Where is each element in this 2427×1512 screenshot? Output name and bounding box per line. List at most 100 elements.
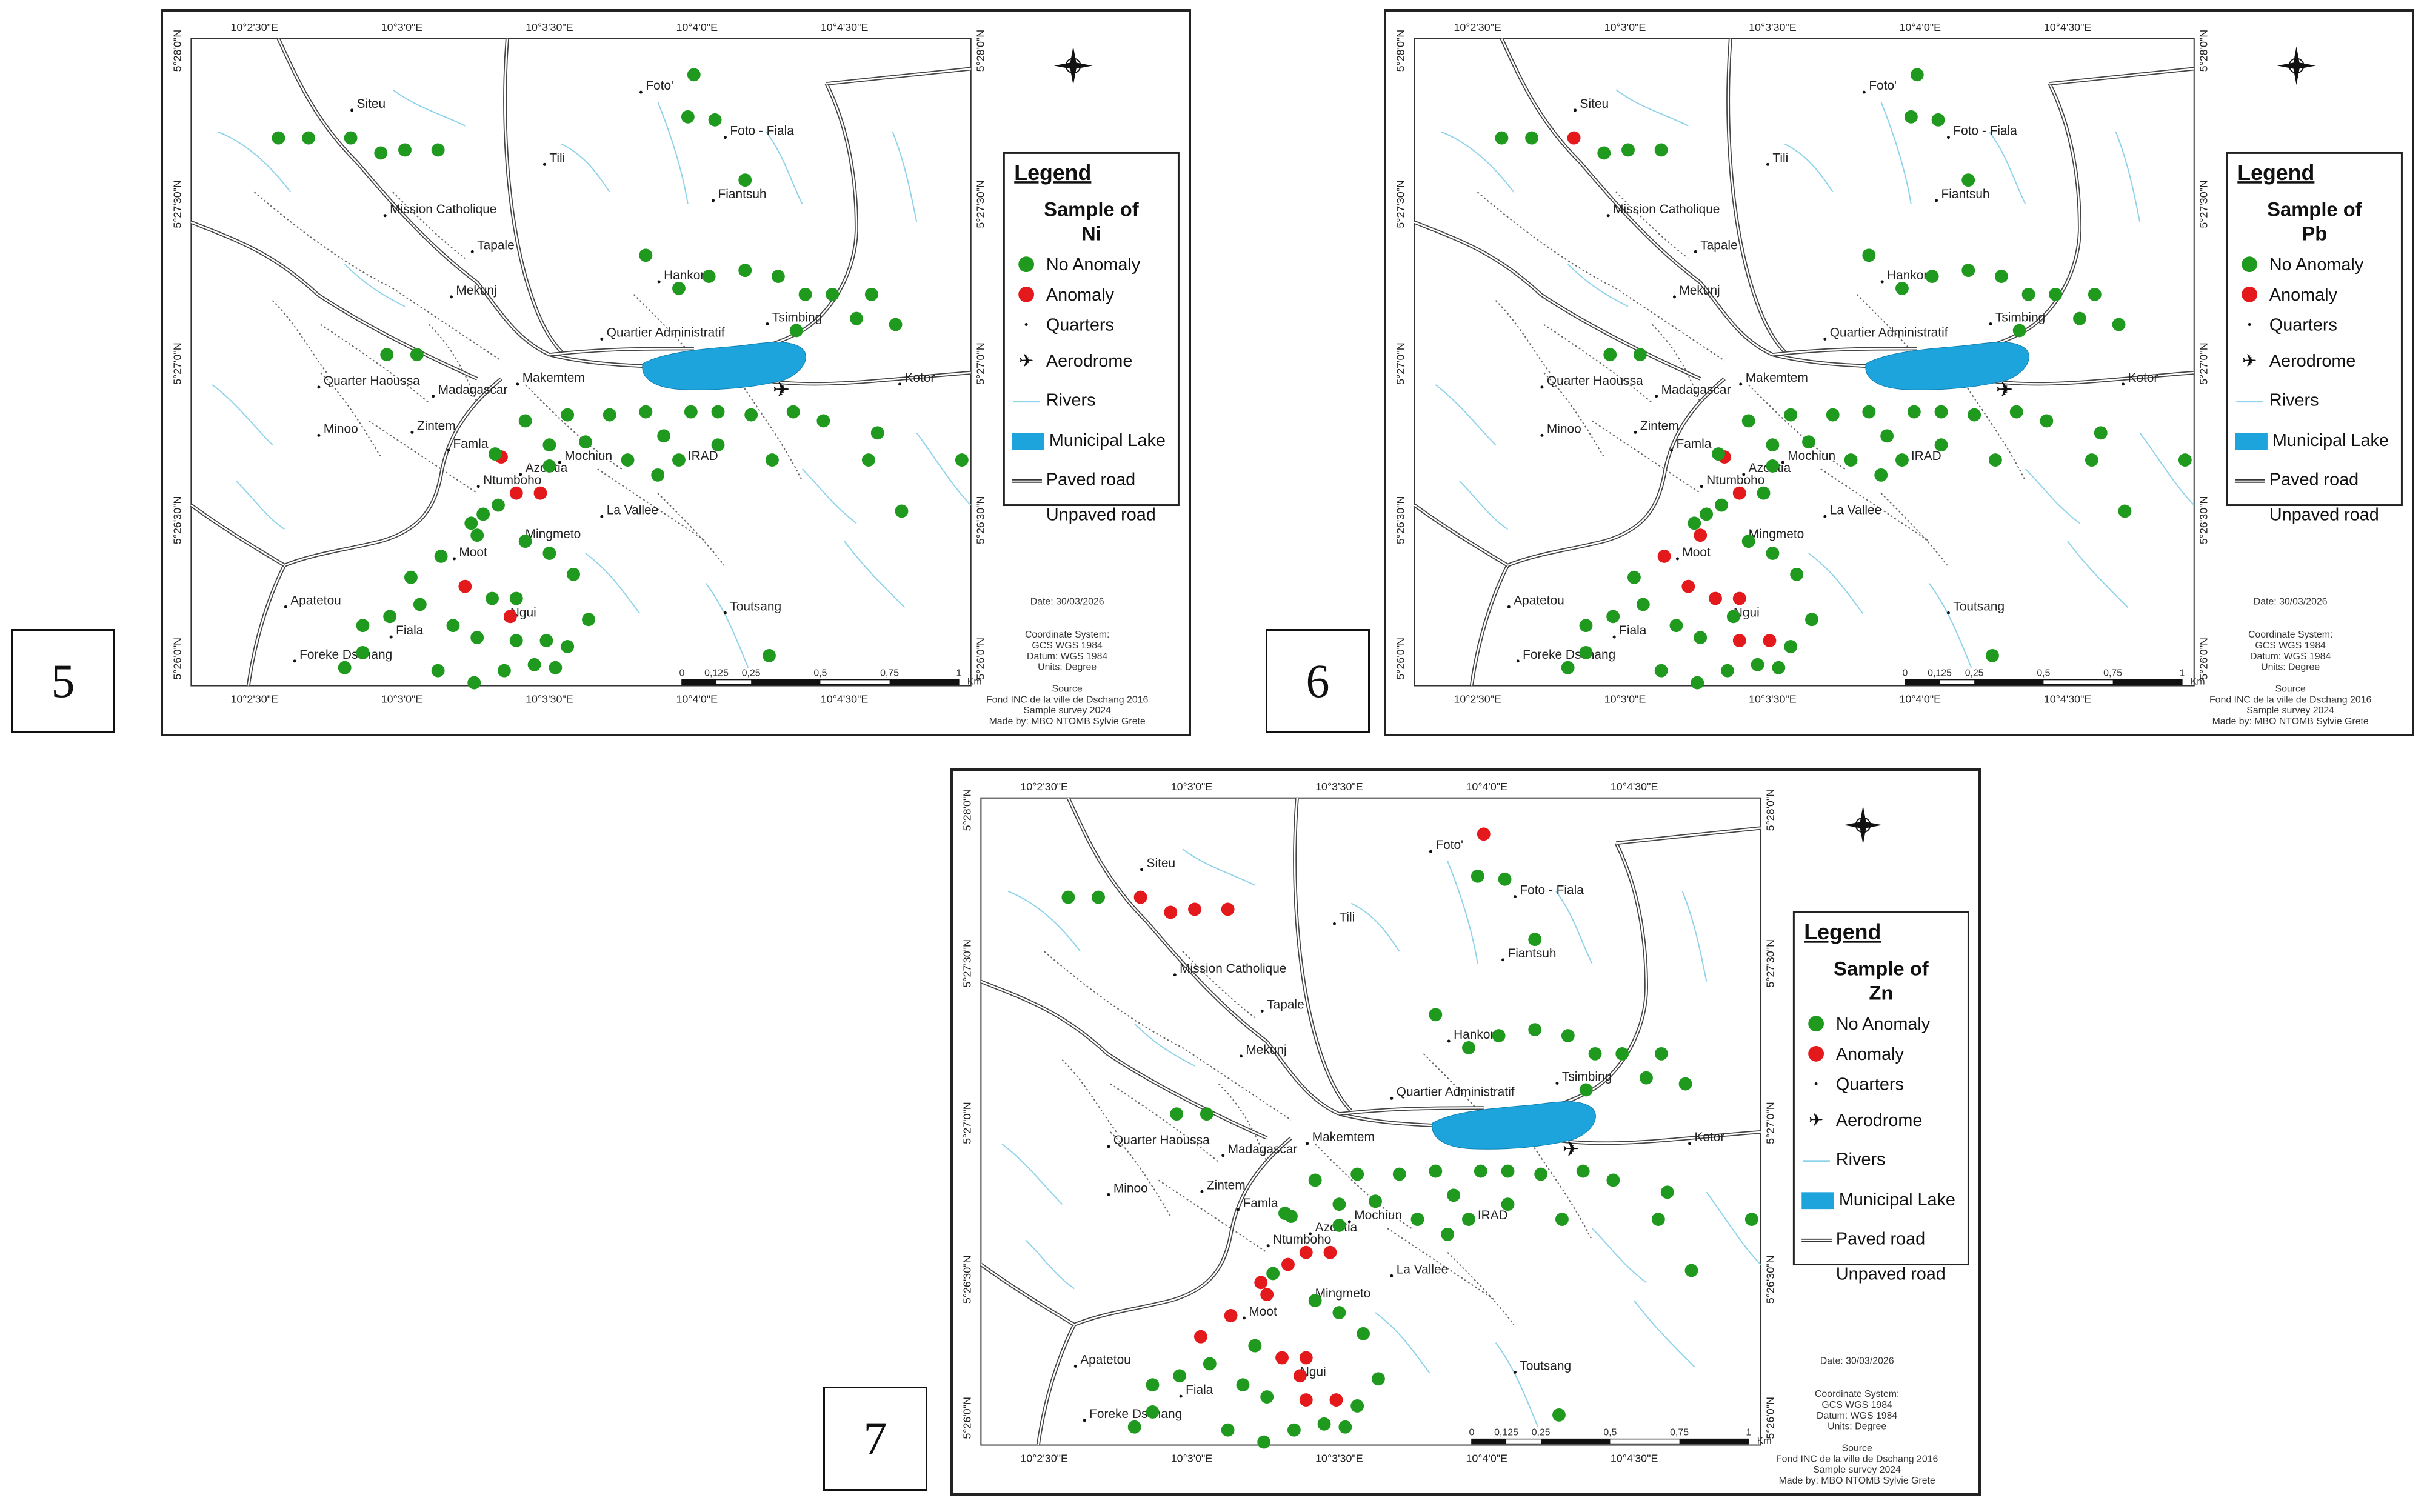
river-line: [1026, 1240, 1075, 1290]
scale-bar-label: 0,75: [1670, 1428, 1689, 1438]
rivers-layer: [1001, 848, 1761, 1428]
sample-point-anomaly: [1763, 634, 1777, 647]
scale-bar-label: 1: [956, 668, 961, 679]
quarter-dot: [558, 461, 561, 464]
figure-label-6: 6: [1266, 629, 1370, 733]
unpaved-road: [1110, 1131, 1172, 1217]
paved-road-center: [2049, 68, 2194, 85]
scale-bar-label: 0,5: [2037, 668, 2050, 679]
metadata-line: Sample survey 2024: [1813, 1465, 1901, 1475]
sample-point-normal: [1986, 648, 1999, 662]
sample-point-anomaly: [1281, 1257, 1295, 1271]
sample-point-anomaly: [458, 579, 472, 593]
sample-point-normal: [272, 131, 285, 145]
sample-point-normal: [2049, 287, 2063, 301]
sample-point-normal: [542, 459, 556, 473]
sample-point-normal: [338, 661, 352, 674]
legend-no-anomaly-swatch: [2242, 256, 2258, 273]
metadata-line: Made by: MBO NTOMB Sylvie Grete: [1779, 1476, 1935, 1486]
quarter-dot: [1670, 448, 1674, 452]
sample-point-normal: [651, 468, 665, 482]
sample-point-normal: [1895, 282, 1909, 295]
sample-point-normal: [1308, 1173, 1322, 1187]
sample-point-normal: [1712, 447, 1725, 461]
sample-point-normal: [1528, 1023, 1542, 1037]
sample-point-anomaly: [533, 486, 547, 500]
metadata-line: GCS WGS 1984: [1032, 641, 1103, 651]
legend-aerodrome-icon: ✈: [2242, 351, 2257, 371]
place-label: Madagascar: [1661, 383, 1731, 397]
sample-point-normal: [1640, 1071, 1653, 1085]
place-label: Famla: [1243, 1196, 1278, 1210]
place-label: Quarter Haoussa: [1547, 374, 1643, 388]
quarter-dot: [1309, 1232, 1312, 1236]
metadata-line: Date: 30/03/2026: [1820, 1356, 1894, 1366]
lat-tick-left: 5°26'30"N: [961, 1256, 973, 1304]
scale-bar-segment: [2112, 679, 2182, 685]
sample-point-anomaly: [1299, 1245, 1313, 1259]
place-label: Makemtem: [1312, 1130, 1375, 1144]
sample-point-normal: [1236, 1378, 1250, 1392]
quarter-dot: [447, 448, 450, 452]
sample-point-normal: [1221, 1423, 1235, 1437]
scale-bar: 0 0,125 0,25 0,5 0,75 1 Km: [679, 668, 982, 687]
metadata-line: GCS WGS 1984: [2255, 641, 2326, 651]
quarter-dot: [1540, 433, 1544, 437]
lon-tick-top: 10°4'0"E: [1466, 781, 1507, 793]
river-line: [585, 553, 641, 614]
river-line: [2139, 432, 2195, 506]
place-label: Foto - Fiala: [1953, 124, 2017, 138]
legend-lake-label: Municipal Lake: [1839, 1190, 1955, 1210]
quarter-dot: [1823, 337, 1827, 341]
scale-bar-label: 0,125: [1494, 1428, 1518, 1438]
lon-tick-top: 10°2'30"E: [1020, 781, 1068, 793]
sample-point-normal: [603, 408, 616, 422]
place-label: Siteu: [1580, 97, 1609, 111]
map-ni: ✈ 10°2'30"E 10°2'30"E 10°3'0"E 10°3'0"E 10°3'…: [171, 21, 1180, 727]
sample-point-normal: [464, 516, 478, 530]
sample-point-normal: [1606, 610, 1620, 624]
scale-bar-segment: [1541, 1439, 1611, 1444]
sample-point-anomaly: [1567, 131, 1581, 145]
place-label: Minoo: [1547, 422, 1581, 436]
quarter-dot: [657, 280, 661, 284]
legend-anomaly-swatch: [1018, 286, 1035, 302]
sample-point-normal: [1615, 1047, 1629, 1061]
quarter-dot: [1675, 557, 1679, 561]
sample-point-normal: [639, 405, 653, 419]
scale-bar-segment: [1905, 679, 1940, 685]
north-arrow-icon: [1053, 46, 1093, 85]
unpaved-road: [1044, 951, 1292, 1121]
quarter-dot: [432, 395, 435, 398]
sample-point-normal: [582, 613, 595, 627]
sample-point-normal: [1200, 1107, 1214, 1121]
place-label: Kotor: [2128, 371, 2158, 385]
river-line: [1459, 481, 1508, 530]
sample-point-anomaly: [1188, 902, 1201, 916]
sample-point-normal: [639, 248, 653, 262]
lon-tick-top: 10°2'30"E: [230, 21, 278, 33]
lat-tick-right: 5°27'0"N: [1764, 1102, 1777, 1144]
lat-tick-right: 5°28'0"N: [2198, 30, 2210, 72]
lon-tick-bottom: 10°4'30"E: [1611, 1452, 1658, 1464]
place-label: Mochiun: [1788, 449, 1835, 463]
sample-point-normal: [1579, 619, 1593, 633]
sample-point-normal: [1170, 1107, 1184, 1121]
lon-tick-top: 10°3'0"E: [381, 21, 423, 33]
place-label: Quartier Administratif: [607, 325, 725, 339]
paved-road-center: [1616, 827, 1761, 844]
sample-point-normal: [1603, 348, 1617, 362]
legend-rivers-label: Rivers: [1836, 1150, 1886, 1170]
legend-unpaved-label: Unpaved road: [1046, 505, 1156, 524]
place-label: Fiantsuh: [1508, 947, 1557, 961]
lat-tick-left: 5°28'0"N: [171, 30, 183, 72]
legend-anomaly-label: Anomaly: [2269, 285, 2338, 305]
quarter-dot: [450, 295, 453, 299]
sample-point-normal: [1961, 173, 1975, 187]
sample-point-normal: [1961, 264, 1975, 278]
river-line: [1133, 1023, 1195, 1067]
quarter-dot: [1700, 485, 1703, 488]
lat-tick-left: 5°27'0"N: [961, 1102, 973, 1144]
lat-tick-left: 5°26'0"N: [1394, 638, 1406, 680]
place-label: Fiala: [1186, 1383, 1214, 1397]
